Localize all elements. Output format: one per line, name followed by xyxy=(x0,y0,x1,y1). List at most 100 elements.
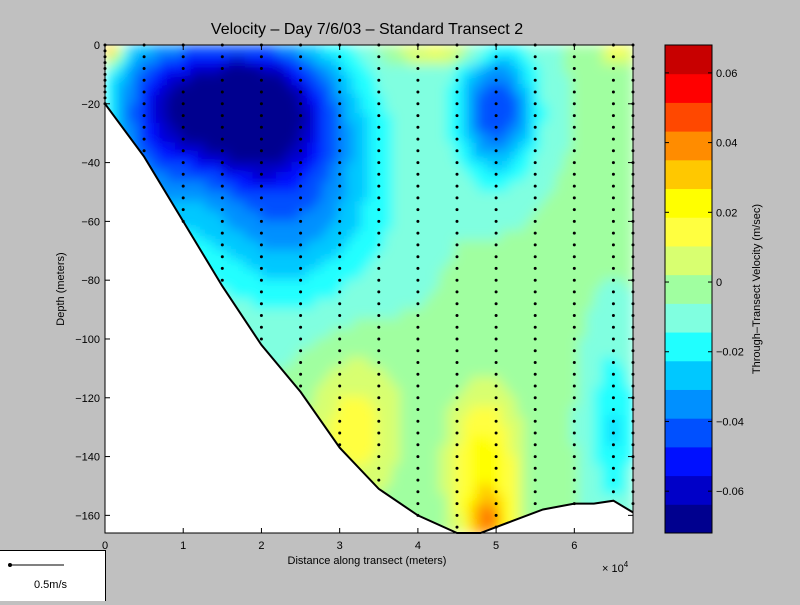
velocity-cell xyxy=(392,484,402,495)
velocity-cell xyxy=(415,181,425,193)
velocity-cell xyxy=(291,191,301,203)
velocity-cell xyxy=(213,162,223,173)
velocity-cell xyxy=(283,142,293,154)
velocity-cell xyxy=(345,298,355,310)
velocity-cell xyxy=(625,445,633,456)
velocity-cell xyxy=(260,113,270,125)
velocity-cell xyxy=(252,298,262,310)
velocity-cell xyxy=(454,523,464,533)
velocity-cell xyxy=(337,259,347,271)
velocity-cell xyxy=(423,308,433,320)
velocity-cell xyxy=(229,113,238,125)
velocity-cell xyxy=(330,298,339,310)
velocity-cell xyxy=(462,474,471,486)
velocity-cell xyxy=(431,435,440,447)
measurement-point xyxy=(299,325,303,329)
velocity-cell xyxy=(601,259,611,271)
velocity-cell xyxy=(299,386,308,398)
velocity-cell xyxy=(237,171,246,183)
velocity-cell xyxy=(268,220,277,232)
velocity-cell xyxy=(299,45,308,56)
measurement-point xyxy=(572,455,576,459)
velocity-cell xyxy=(446,132,456,144)
velocity-cell xyxy=(431,386,440,398)
velocity-cell xyxy=(275,240,285,251)
velocity-cell xyxy=(578,318,588,330)
velocity-cell xyxy=(594,93,603,105)
measurement-point xyxy=(416,255,420,259)
velocity-cell xyxy=(477,84,487,95)
velocity-cell xyxy=(578,386,588,398)
measurement-point xyxy=(338,372,342,376)
velocity-cell xyxy=(198,152,207,164)
measurement-point xyxy=(338,443,342,447)
velocity-cell xyxy=(555,113,565,125)
measurement-point xyxy=(455,490,459,494)
velocity-cell xyxy=(314,298,324,310)
velocity-cell xyxy=(516,181,526,193)
velocity-cell xyxy=(213,259,223,271)
velocity-cell xyxy=(485,152,495,164)
velocity-cell xyxy=(563,435,572,447)
velocity-cell xyxy=(252,45,262,56)
velocity-cell xyxy=(539,406,549,417)
velocity-cell xyxy=(283,347,293,359)
velocity-cell xyxy=(322,84,332,95)
measurement-point xyxy=(299,349,303,353)
velocity-cell xyxy=(337,289,347,300)
velocity-cell xyxy=(532,376,541,388)
velocity-cell xyxy=(361,45,370,56)
velocity-cell xyxy=(454,454,464,466)
measurement-point xyxy=(377,114,381,118)
velocity-cell xyxy=(369,230,378,242)
measurement-point xyxy=(377,67,381,70)
velocity-cell xyxy=(345,54,355,66)
velocity-cell xyxy=(314,220,324,232)
velocity-cell xyxy=(462,279,471,290)
velocity-cell xyxy=(508,503,518,515)
velocity-cell xyxy=(547,279,557,290)
velocity-cell xyxy=(268,162,277,173)
velocity-cell xyxy=(128,74,138,86)
velocity-cell xyxy=(299,181,308,193)
velocity-cell xyxy=(469,406,479,417)
velocity-cell xyxy=(244,103,254,115)
velocity-cell xyxy=(260,152,270,164)
velocity-cell xyxy=(205,64,215,76)
velocity-cell xyxy=(252,84,262,95)
velocity-cell xyxy=(438,201,448,212)
velocity-cell xyxy=(532,103,541,115)
velocity-cell xyxy=(524,64,534,76)
velocity-cell xyxy=(586,289,596,300)
velocity-cell xyxy=(369,162,378,173)
velocity-cell xyxy=(392,64,402,76)
velocity-cell xyxy=(438,513,448,525)
velocity-cell xyxy=(601,484,611,495)
velocity-cell xyxy=(268,123,277,134)
velocity-cell xyxy=(485,74,495,86)
velocity-cell xyxy=(485,425,495,437)
velocity-cell xyxy=(306,259,316,271)
velocity-cell xyxy=(431,64,440,76)
velocity-cell xyxy=(477,240,487,251)
velocity-cell xyxy=(601,103,611,115)
colorbar-tick-label: −0.06 xyxy=(716,486,744,498)
velocity-cell xyxy=(462,367,471,378)
measurement-point xyxy=(220,196,224,200)
measurement-point xyxy=(377,419,381,423)
measurement-point xyxy=(494,278,498,282)
velocity-cell xyxy=(322,240,332,251)
velocity-cell xyxy=(469,328,479,339)
velocity-cell xyxy=(353,396,363,408)
velocity-cell xyxy=(469,142,479,154)
velocity-cell xyxy=(493,54,502,66)
velocity-cell xyxy=(594,113,603,125)
velocity-cell xyxy=(501,503,510,515)
velocity-cell xyxy=(555,279,565,290)
velocity-cell xyxy=(314,45,324,56)
velocity-cell xyxy=(361,84,370,95)
velocity-cell xyxy=(244,171,254,183)
velocity-cell xyxy=(493,45,502,56)
measurement-point xyxy=(338,137,342,141)
measurement-point xyxy=(533,384,537,388)
